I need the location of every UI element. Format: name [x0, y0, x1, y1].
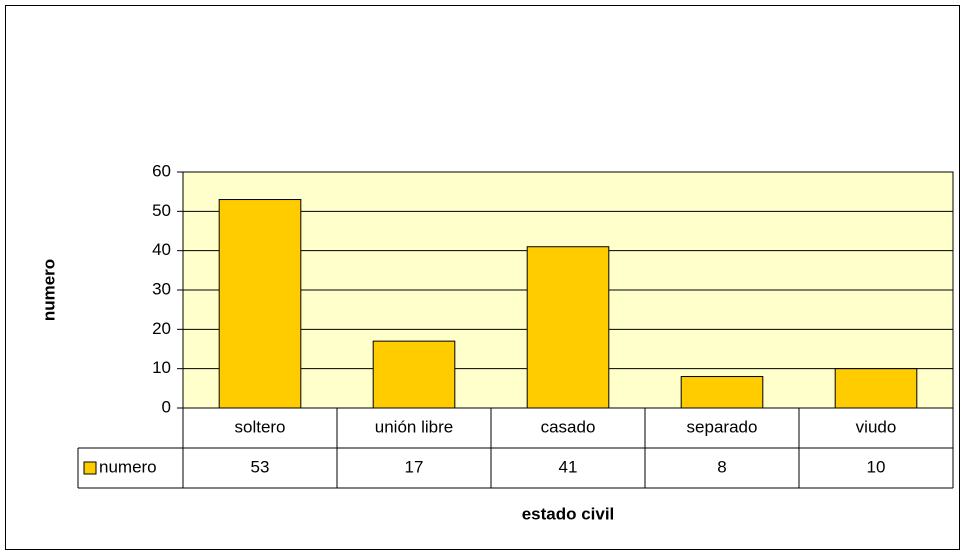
y-tick-label: 10 — [152, 358, 171, 377]
y-tick-label: 40 — [152, 240, 171, 259]
y-tick-label: 20 — [152, 319, 171, 338]
x-tick-label: soltero — [234, 417, 285, 436]
x-tick-label: casado — [541, 417, 596, 436]
y-tick-label: 30 — [152, 279, 171, 298]
data-table-value: 53 — [251, 457, 270, 476]
bar — [834, 368, 918, 409]
y-tick-label: 60 — [152, 161, 171, 180]
data-table-value: 41 — [559, 457, 578, 476]
data-table-value: 8 — [717, 457, 726, 476]
bar — [372, 340, 456, 409]
data-table-value: 17 — [405, 457, 424, 476]
y-tick-label: 0 — [162, 397, 171, 416]
bar — [680, 376, 764, 409]
y-axis-title: numero — [39, 259, 58, 321]
x-axis-title: estado civil — [522, 504, 615, 523]
data-table-value: 10 — [867, 457, 886, 476]
bar — [218, 199, 302, 409]
x-tick-label: separado — [687, 417, 758, 436]
x-tick-label: unión libre — [375, 417, 453, 436]
legend-swatch — [83, 461, 97, 475]
bar — [526, 246, 610, 409]
y-tick-label: 50 — [152, 201, 171, 220]
x-tick-label: viudo — [856, 417, 897, 436]
legend-label: numero — [99, 457, 157, 476]
